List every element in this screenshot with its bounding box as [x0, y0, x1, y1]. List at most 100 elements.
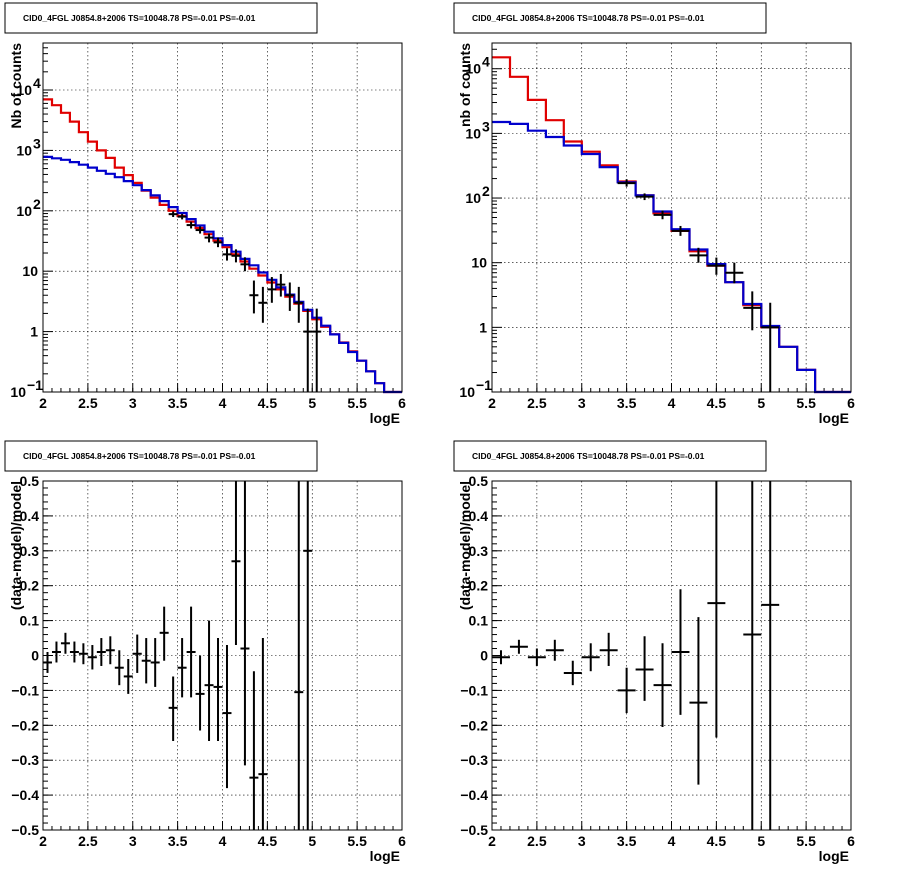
x-tick-label: 5.5 — [796, 395, 816, 411]
y-axis-label: (data-model)/model — [8, 481, 24, 610]
y-tick-exponent: 3 — [33, 135, 41, 151]
x-tick-label: 4 — [668, 833, 676, 849]
y-tick-label: 0.1 — [469, 613, 489, 629]
y-axis-label: (data-model)/model — [457, 481, 473, 610]
y-tick-label: 10 — [465, 61, 481, 77]
x-tick-label: 3.5 — [617, 395, 637, 411]
model-histogram-line — [492, 120, 851, 394]
panel-bottom-right-residuals: CID0_4FGL J0854.8+2006 TS=10048.78 PS=-0… — [453, 440, 855, 864]
title-box — [453, 2, 767, 34]
plot-area: 2 2.5 3 3.5 4 4.5 5 5.5 6 −0.5 −0.4 −0.3 −0.2 −0.1 0 0.… — [460, 473, 855, 849]
x-tick-label: 4 — [219, 833, 227, 849]
x-tick-label: 4 — [219, 395, 227, 411]
y-tick-label: −0.3 — [460, 752, 488, 768]
y-tick-label: 0.5 — [469, 473, 489, 489]
y-tick-label: 0.5 — [20, 473, 40, 489]
x-tick-label: 6 — [398, 833, 406, 849]
x-tick-label: 5.5 — [347, 833, 367, 849]
x-tick-label: 2 — [488, 833, 496, 849]
y-tick-exponent: −1 — [27, 377, 43, 393]
x-tick-label: 6 — [398, 395, 406, 411]
x-tick-label: 5 — [308, 833, 316, 849]
y-tick-label: 0.3 — [469, 543, 489, 559]
y-tick-label: 0.2 — [20, 578, 40, 594]
title-box — [4, 2, 318, 34]
y-tick-label: 0.3 — [20, 543, 40, 559]
x-tick-label: 2 — [39, 833, 47, 849]
x-tick-label: 3.5 — [168, 395, 188, 411]
y-tick-label: 10 — [459, 384, 475, 400]
x-tick-label: 4.5 — [258, 833, 278, 849]
plot-area: 2 2.5 3 3.5 4 4.5 5 5.5 6 −0.5 −0.4 −0.3 −0.2 −0.1 0 0.… — [11, 473, 406, 849]
model-histogram-line — [43, 155, 402, 394]
y-tick-label: −0.3 — [11, 752, 39, 768]
x-tick-label: 4.5 — [707, 395, 727, 411]
x-tick-label: 3.5 — [617, 833, 637, 849]
x-tick-label: 4 — [668, 395, 676, 411]
chart-title: CID0_4FGL J0854.8+2006 TS=10048.78 PS=-0… — [472, 451, 705, 461]
plot-frame — [491, 42, 852, 393]
x-tick-label: 3 — [578, 395, 586, 411]
y-tick-label: −0.5 — [460, 822, 488, 838]
y-tick-label: 10 — [22, 263, 38, 279]
y-axis-label: Nb of counts — [8, 43, 24, 129]
y-tick-label: −0.5 — [11, 822, 39, 838]
title-box — [453, 440, 767, 472]
y-tick-label: 0.1 — [20, 613, 40, 629]
x-tick-label: 5 — [308, 395, 316, 411]
panel-top-right-counts: CID0_4FGL J0854.8+2006 TS=10048.78 PS=-0… — [453, 2, 855, 426]
y-tick-label: −0.4 — [11, 787, 39, 803]
x-axis-label: logE — [370, 848, 400, 864]
x-tick-label: 6 — [847, 833, 855, 849]
x-tick-label: 2.5 — [527, 395, 547, 411]
y-tick-exponent: −1 — [476, 377, 492, 393]
y-tick-label: 1 — [30, 324, 38, 340]
x-tick-label: 2 — [39, 395, 47, 411]
y-tick-label: 0.4 — [20, 508, 40, 524]
x-tick-label: 5.5 — [347, 395, 367, 411]
plot-frame — [42, 42, 403, 393]
y-tick-label: −0.2 — [460, 717, 488, 733]
y-tick-label: 10 — [16, 203, 32, 219]
x-tick-label: 3 — [578, 833, 586, 849]
chart-title: CID0_4FGL J0854.8+2006 TS=10048.78 PS=-0… — [23, 451, 256, 461]
x-tick-label: 4.5 — [258, 395, 278, 411]
x-tick-label: 3 — [129, 395, 137, 411]
title-box — [4, 440, 318, 472]
y-tick-label: 10 — [16, 82, 32, 98]
panel-bottom-left-residuals: CID0_4FGL J0854.8+2006 TS=10048.78 PS=-0… — [4, 440, 406, 864]
plot-frame — [491, 480, 852, 831]
x-tick-label: 4.5 — [707, 833, 727, 849]
x-axis-label: logE — [370, 410, 400, 426]
x-axis-label: logE — [819, 410, 849, 426]
chart-title: CID0_4FGL J0854.8+2006 TS=10048.78 PS=-0… — [23, 13, 256, 23]
x-tick-label: 5 — [757, 395, 765, 411]
y-tick-exponent: 3 — [482, 118, 490, 134]
y-tick-label: −0.1 — [460, 682, 488, 698]
x-axis-label: logE — [819, 848, 849, 864]
y-tick-label: −0.1 — [11, 682, 39, 698]
x-tick-label: 2.5 — [78, 833, 98, 849]
y-tick-label: 0 — [31, 648, 39, 664]
y-tick-label: 1 — [479, 319, 487, 335]
panel-top-left-counts: CID0_4FGL J0854.8+2006 TS=10048.78 PS=-0… — [4, 2, 406, 426]
y-tick-label: 10 — [471, 255, 487, 271]
y-tick-exponent: 2 — [482, 183, 490, 199]
y-tick-exponent: 2 — [33, 196, 41, 212]
y-tick-label: 10 — [465, 190, 481, 206]
x-tick-label: 2 — [488, 395, 496, 411]
plot-frame — [42, 480, 403, 831]
y-tick-label: 10 — [10, 384, 26, 400]
x-tick-label: 2.5 — [78, 395, 98, 411]
y-tick-label: −0.2 — [11, 717, 39, 733]
y-tick-label: 10 — [16, 142, 32, 158]
x-tick-label: 5 — [757, 833, 765, 849]
y-tick-exponent: 4 — [33, 75, 41, 91]
y-tick-label: 10 — [465, 125, 481, 141]
x-tick-label: 5.5 — [796, 833, 816, 849]
x-tick-label: 2.5 — [527, 833, 547, 849]
y-tick-label: 0.2 — [469, 578, 489, 594]
